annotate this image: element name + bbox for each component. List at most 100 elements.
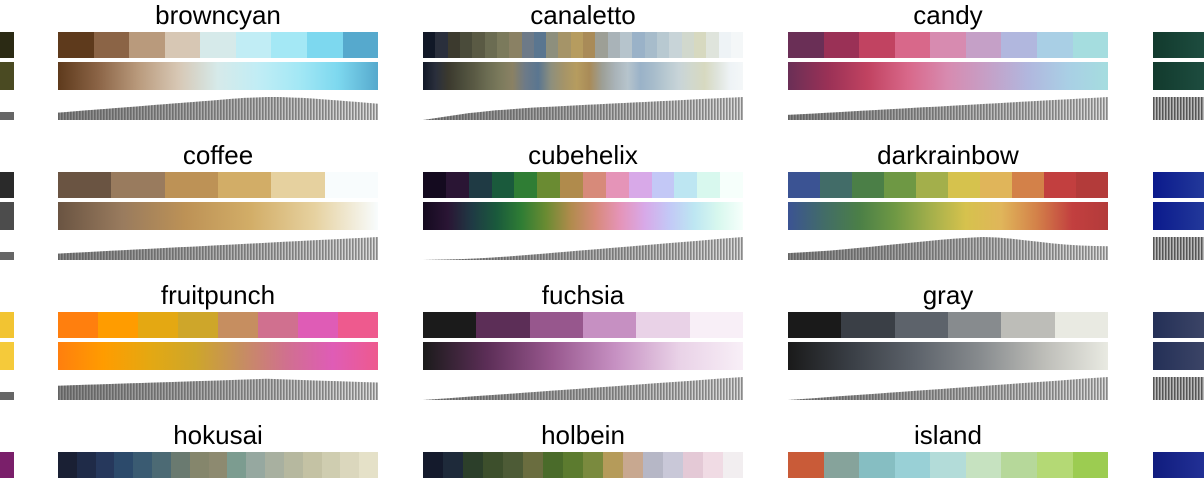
edge-gradient bbox=[0, 342, 14, 370]
color-swatch bbox=[114, 452, 134, 478]
color-swatch bbox=[321, 452, 341, 478]
color-swatch bbox=[483, 452, 503, 478]
swatch-bar bbox=[58, 172, 378, 198]
color-swatch bbox=[582, 312, 637, 338]
color-swatch bbox=[359, 452, 379, 478]
swatch-bar bbox=[423, 32, 744, 58]
color-swatch bbox=[1054, 312, 1108, 338]
color-swatch bbox=[227, 452, 247, 478]
color-swatch bbox=[823, 32, 860, 58]
color-swatch bbox=[1036, 32, 1073, 58]
color-swatch bbox=[859, 452, 895, 478]
color-swatch bbox=[258, 312, 298, 338]
color-swatch bbox=[916, 172, 948, 198]
color-swatch bbox=[788, 452, 824, 478]
palette-title: cubehelix bbox=[528, 140, 638, 170]
color-swatch bbox=[723, 452, 743, 478]
palette-title: candy bbox=[913, 0, 983, 30]
color-swatch bbox=[271, 32, 307, 58]
edge-swatch bbox=[1153, 32, 1204, 58]
color-swatch bbox=[607, 32, 620, 58]
color-swatch bbox=[570, 32, 584, 58]
color-swatch bbox=[1072, 32, 1109, 58]
gradient-bar bbox=[788, 202, 1108, 230]
color-swatch bbox=[129, 32, 165, 58]
palette-title: fuchsia bbox=[541, 280, 625, 310]
edge-gradient bbox=[1153, 342, 1204, 370]
color-swatch bbox=[628, 172, 652, 198]
color-swatch bbox=[435, 32, 448, 58]
color-swatch bbox=[543, 452, 563, 478]
swatch-bar bbox=[788, 32, 1109, 58]
color-swatch bbox=[930, 452, 966, 478]
swatch-bar bbox=[423, 172, 744, 198]
color-swatch bbox=[693, 32, 707, 58]
color-swatch bbox=[718, 32, 731, 58]
color-swatch bbox=[689, 312, 743, 338]
gradient-bar bbox=[58, 62, 378, 90]
color-swatch bbox=[980, 172, 1012, 198]
edge-luminance bbox=[1153, 377, 1204, 400]
color-swatch bbox=[820, 172, 852, 198]
color-swatch bbox=[583, 452, 603, 478]
color-swatch bbox=[706, 32, 719, 58]
luminance-profile bbox=[423, 377, 743, 400]
color-swatch bbox=[218, 312, 258, 338]
color-swatch bbox=[730, 32, 744, 58]
color-swatch bbox=[472, 32, 485, 58]
color-swatch bbox=[595, 32, 608, 58]
color-swatch bbox=[533, 32, 547, 58]
color-swatch bbox=[884, 172, 916, 198]
color-swatch bbox=[152, 452, 171, 478]
color-swatch bbox=[529, 312, 583, 338]
swatch-bar bbox=[788, 452, 1109, 478]
luminance-profile bbox=[58, 378, 378, 400]
color-swatch bbox=[720, 172, 744, 198]
swatch-bar bbox=[58, 32, 379, 58]
color-swatch bbox=[164, 172, 218, 198]
color-swatch bbox=[669, 32, 682, 58]
color-swatch bbox=[509, 32, 522, 58]
color-swatch bbox=[703, 452, 723, 478]
color-swatch bbox=[697, 172, 721, 198]
color-swatch bbox=[663, 452, 683, 478]
color-swatch bbox=[133, 452, 153, 478]
color-swatch bbox=[651, 172, 675, 198]
color-swatch bbox=[447, 32, 460, 58]
color-swatch bbox=[503, 452, 523, 478]
color-swatch bbox=[138, 312, 178, 338]
gradient-bar bbox=[788, 342, 1108, 370]
color-swatch bbox=[894, 452, 931, 478]
color-swatch bbox=[76, 452, 96, 478]
color-swatch bbox=[423, 32, 436, 58]
color-swatch bbox=[58, 312, 98, 338]
palette-title: gray bbox=[922, 280, 974, 310]
palette-title: holbein bbox=[541, 420, 625, 450]
color-swatch bbox=[674, 172, 698, 198]
color-swatch bbox=[463, 452, 483, 478]
color-swatch bbox=[894, 32, 931, 58]
color-swatch bbox=[468, 172, 492, 198]
color-swatch bbox=[1012, 172, 1044, 198]
color-swatch bbox=[265, 452, 284, 478]
edge-swatch bbox=[1153, 312, 1204, 338]
color-swatch bbox=[95, 452, 115, 478]
edge-swatch bbox=[1153, 452, 1204, 478]
color-swatch bbox=[164, 32, 201, 58]
palette-title: coffee bbox=[182, 140, 254, 170]
color-swatch bbox=[423, 452, 443, 478]
color-swatch bbox=[563, 452, 583, 478]
color-swatch bbox=[1036, 452, 1073, 478]
color-swatch bbox=[523, 452, 543, 478]
color-swatch bbox=[496, 32, 510, 58]
luminance-profile bbox=[788, 377, 1108, 400]
color-swatch bbox=[443, 452, 463, 478]
color-swatch bbox=[271, 172, 325, 198]
color-swatch bbox=[537, 172, 561, 198]
color-swatch bbox=[521, 32, 534, 58]
color-swatch bbox=[58, 452, 77, 478]
color-swatch bbox=[58, 172, 112, 198]
edge-gradient bbox=[1153, 62, 1204, 90]
color-swatch bbox=[948, 172, 980, 198]
color-swatch bbox=[283, 452, 303, 478]
